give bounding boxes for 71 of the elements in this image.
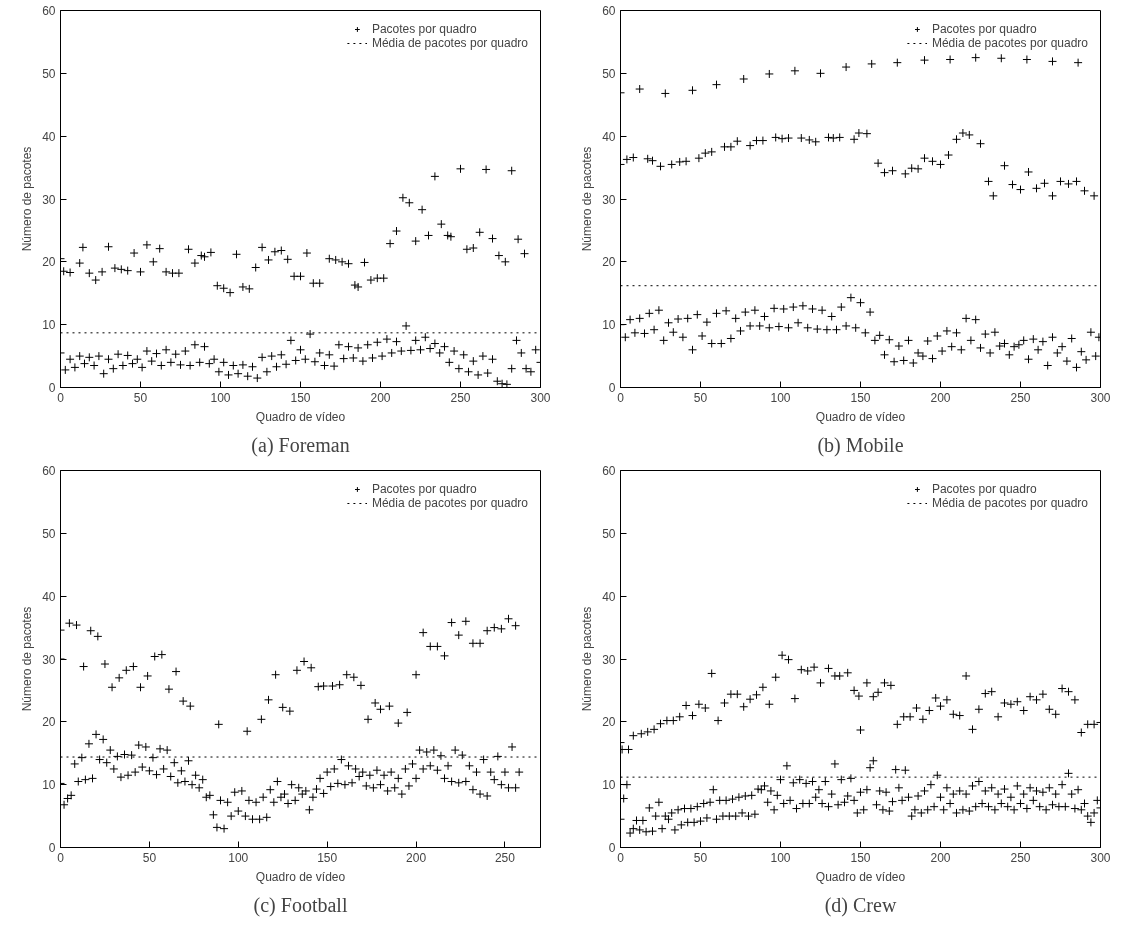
x-tick-label: 250	[494, 850, 516, 865]
legend-label: Média de pacotes por quadro	[371, 496, 528, 510]
x-tick-label: 50	[693, 390, 708, 405]
y-axis-title: Número de pacotes	[580, 146, 595, 252]
x-axis-title: Quadro de vídeo	[815, 409, 906, 424]
text: (b) Mobile	[817, 433, 904, 457]
x-axis-title: Quadro de vídeo	[255, 409, 346, 424]
y-tick-label: 10	[602, 778, 616, 793]
y-axis-title: Número de pacotes	[20, 606, 35, 712]
x-tick-label: 250	[450, 390, 471, 405]
x-tick-label: 300	[1090, 390, 1111, 405]
y-tick-label: 10	[42, 778, 56, 793]
x-tick-label: 200	[406, 850, 427, 865]
x-tick-label: 200	[370, 390, 391, 405]
x-tick-label: 200	[930, 390, 951, 405]
y-tick-label: 50	[42, 526, 56, 541]
legend-label: Pacotes por quadro	[931, 482, 1037, 496]
legend-label: Pacotes por quadro	[371, 22, 477, 36]
legend-label: Média de pacotes por quadro	[371, 36, 528, 50]
x-axis-title: Quadro de vídeo	[255, 869, 346, 884]
x-tick-label: 300	[1090, 850, 1111, 865]
y-tick-label: 60	[602, 4, 616, 18]
y-tick-label: 40	[42, 129, 56, 144]
y-axis-title: Número de pacotes	[20, 146, 35, 252]
y-tick-label: 40	[602, 129, 616, 144]
legend-label: Média de pacotes por quadro	[931, 496, 1088, 510]
y-tick-label: 40	[42, 589, 56, 604]
y-tick-label: 50	[602, 66, 616, 81]
y-tick-label: 0	[608, 841, 616, 855]
y-tick-label: 30	[42, 652, 56, 667]
y-tick-label: 10	[602, 318, 616, 333]
y-tick-label: 30	[42, 192, 56, 207]
x-tick-label: 150	[850, 850, 871, 865]
y-tick-label: 0	[48, 841, 56, 855]
x-tick-label: 200	[930, 850, 951, 865]
x-tick-label: 150	[850, 390, 871, 405]
y-tick-label: 10	[42, 318, 56, 333]
x-tick-label: 100	[210, 390, 231, 405]
y-tick-label: 60	[602, 464, 616, 478]
text: (a) Foreman	[251, 433, 350, 457]
x-tick-label: 250	[1010, 850, 1031, 865]
y-tick-label: 40	[602, 589, 616, 604]
y-tick-label: 60	[42, 464, 56, 478]
x-tick-label: 100	[770, 850, 791, 865]
y-axis-title: Número de pacotes	[580, 606, 595, 712]
x-tick-label: 50	[693, 850, 708, 865]
y-tick-label: 30	[602, 652, 616, 667]
y-tick-label: 50	[42, 66, 56, 81]
y-tick-label: 30	[602, 192, 616, 207]
x-tick-label: 150	[317, 850, 338, 865]
x-tick-label: 50	[142, 850, 157, 865]
y-tick-label: 20	[602, 715, 616, 730]
y-tick-label: 20	[42, 255, 56, 270]
y-tick-label: 0	[48, 381, 56, 395]
x-tick-label: 50	[133, 390, 148, 405]
legend-label: Pacotes por quadro	[931, 22, 1037, 36]
y-tick-label: 50	[602, 526, 616, 541]
x-axis-title: Quadro de vídeo	[815, 869, 906, 884]
text: (c) Football	[253, 893, 348, 917]
y-tick-label: 20	[42, 715, 56, 730]
x-tick-label: 150	[290, 390, 311, 405]
y-tick-label: 20	[602, 255, 616, 270]
x-tick-label: 100	[770, 390, 791, 405]
text: (d) Crew	[824, 893, 897, 917]
x-tick-label: 100	[228, 850, 249, 865]
x-tick-label: 250	[1010, 390, 1031, 405]
x-tick-label: 300	[530, 390, 551, 405]
y-tick-label: 60	[42, 4, 56, 18]
y-tick-label: 0	[608, 381, 616, 395]
legend-label: Pacotes por quadro	[371, 482, 477, 496]
legend-label: Média de pacotes por quadro	[931, 36, 1088, 50]
